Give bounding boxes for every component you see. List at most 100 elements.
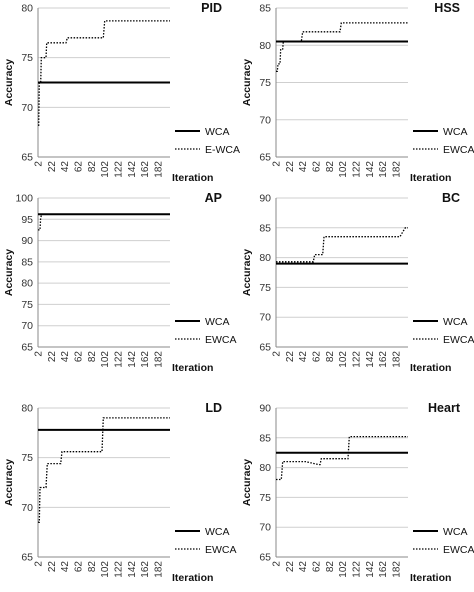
x-tick-label: 122 [352, 161, 363, 178]
y-axis-label: Accuracy [241, 59, 253, 106]
series-line-ewca [276, 22, 408, 72]
y-axis-label: Accuracy [3, 459, 15, 506]
y-tick-label: 85 [259, 432, 271, 444]
legend-label: WCA [205, 316, 230, 328]
x-tick-label: 122 [114, 161, 125, 178]
y-tick-label: 80 [259, 40, 271, 52]
y-tick-label: 65 [259, 152, 271, 164]
legend-label: WCA [205, 526, 230, 538]
chart-title: HSS [434, 1, 460, 15]
x-tick-label: 62 [74, 561, 85, 573]
y-tick-label: 90 [21, 235, 33, 247]
legend-label: WCA [205, 126, 230, 138]
x-tick-label: 162 [378, 351, 389, 368]
legend-label: WCA [443, 316, 468, 328]
x-tick-label: 142 [365, 351, 376, 368]
x-tick-label: 42 [60, 161, 71, 173]
y-tick-label: 70 [21, 102, 33, 114]
x-tick-label: 142 [365, 161, 376, 178]
legend-label: E-WCA [205, 144, 240, 156]
y-tick-label: 65 [259, 342, 271, 354]
x-tick-label: 82 [325, 561, 336, 573]
chart-title: AP [205, 191, 222, 205]
x-tick-label: 82 [325, 161, 336, 173]
x-tick-label: 22 [285, 161, 296, 173]
y-tick-label: 100 [15, 193, 33, 205]
x-tick-label: 2 [34, 351, 45, 357]
y-tick-label: 80 [259, 252, 271, 264]
y-tick-label: 70 [259, 312, 271, 324]
x-tick-label: 102 [100, 351, 111, 368]
y-tick-label: 90 [259, 403, 271, 415]
y-tick-label: 75 [259, 77, 271, 89]
x-tick-label: 142 [365, 561, 376, 578]
x-tick-label: 22 [47, 351, 58, 363]
x-tick-label: 102 [100, 561, 111, 578]
legend-label: EWCA [443, 544, 474, 556]
y-tick-label: 95 [21, 214, 33, 226]
legend-label: EWCA [205, 334, 237, 346]
x-tick-label: 2 [272, 561, 283, 567]
x-tick-label: 2 [272, 351, 283, 357]
x-tick-label: 42 [60, 561, 71, 573]
y-axis-label: Accuracy [3, 59, 15, 106]
series-line-e-wca [38, 20, 170, 126]
x-tick-label: 102 [100, 161, 111, 178]
chart-title: LD [205, 401, 222, 415]
y-tick-label: 75 [21, 452, 33, 464]
y-tick-label: 70 [21, 320, 33, 332]
x-tick-label: 142 [127, 351, 138, 368]
x-tick-label: 62 [312, 161, 323, 173]
x-tick-label: 182 [154, 351, 165, 368]
x-axis-label: Iteration [410, 362, 451, 374]
x-tick-label: 142 [127, 161, 138, 178]
y-axis-label: Accuracy [241, 249, 253, 296]
y-tick-label: 65 [259, 552, 271, 564]
y-tick-label: 90 [259, 193, 271, 205]
y-axis-label: Accuracy [241, 459, 253, 506]
chart-title: PID [201, 1, 222, 15]
y-tick-label: 80 [21, 403, 33, 415]
x-tick-label: 42 [60, 351, 71, 363]
x-tick-label: 2 [272, 161, 283, 167]
legend-label: EWCA [205, 544, 237, 556]
y-tick-label: 70 [21, 502, 33, 514]
x-axis-label: Iteration [172, 572, 213, 584]
x-tick-label: 122 [114, 561, 125, 578]
y-tick-label: 75 [21, 52, 33, 64]
x-tick-label: 182 [392, 161, 403, 178]
y-tick-label: 75 [259, 492, 271, 504]
x-tick-label: 62 [74, 351, 85, 363]
x-tick-label: 22 [285, 351, 296, 363]
legend-label: EWCA [443, 144, 474, 156]
x-axis-label: Iteration [410, 572, 451, 584]
x-tick-label: 82 [87, 561, 98, 573]
legend-label: EWCA [443, 334, 474, 346]
x-tick-label: 102 [338, 351, 349, 368]
x-tick-label: 162 [140, 561, 151, 578]
x-tick-label: 162 [140, 351, 151, 368]
y-tick-label: 85 [21, 256, 33, 268]
x-tick-label: 182 [392, 351, 403, 368]
x-tick-label: 82 [87, 161, 98, 173]
x-tick-label: 102 [338, 161, 349, 178]
x-axis-label: Iteration [172, 362, 213, 374]
x-tick-label: 42 [298, 351, 309, 363]
x-tick-label: 182 [154, 161, 165, 178]
series-line-ewca [276, 435, 408, 481]
y-tick-label: 70 [259, 522, 271, 534]
y-tick-label: 85 [259, 3, 271, 15]
y-tick-label: 75 [259, 282, 271, 294]
x-tick-label: 122 [114, 351, 125, 368]
x-tick-label: 42 [298, 561, 309, 573]
x-tick-label: 182 [154, 561, 165, 578]
x-tick-label: 102 [338, 561, 349, 578]
chart-title: Heart [428, 401, 461, 415]
x-tick-label: 2 [34, 161, 45, 167]
x-tick-label: 22 [285, 561, 296, 573]
x-tick-label: 122 [352, 351, 363, 368]
